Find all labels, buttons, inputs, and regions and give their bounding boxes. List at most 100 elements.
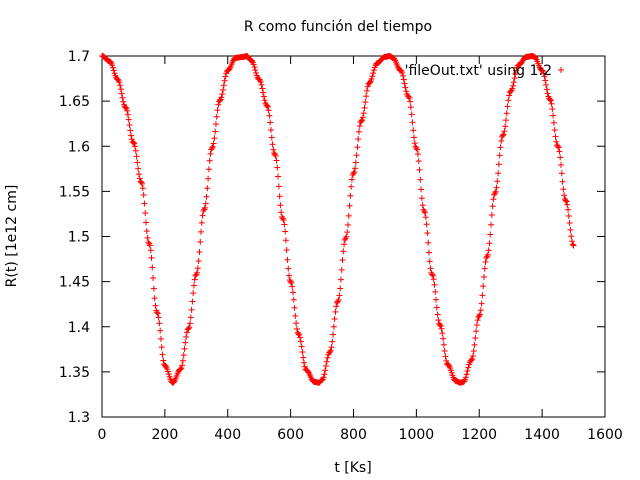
data-point <box>336 292 343 299</box>
data-point <box>157 327 164 334</box>
data-point <box>257 78 264 85</box>
data-point <box>220 82 227 89</box>
data-point <box>322 363 329 370</box>
data-point <box>433 296 440 303</box>
data-point <box>473 328 480 335</box>
data-point <box>321 371 328 378</box>
y-axis: 1.3 1.35 1.4 1.45 1.5 1.55 1.6 1.65 1.7 <box>59 49 605 426</box>
data-point <box>438 325 445 332</box>
data-point <box>370 67 377 74</box>
y-tick-label: 1.5 <box>68 230 90 246</box>
x-tick-label: 1400 <box>524 427 560 443</box>
data-point <box>552 133 559 140</box>
data-point <box>209 145 216 152</box>
data-point <box>181 345 188 352</box>
data-point <box>441 347 448 354</box>
data-point <box>187 320 194 327</box>
data-point <box>565 206 572 213</box>
data-point <box>422 214 429 221</box>
data-point <box>431 281 438 288</box>
data-point <box>154 309 161 316</box>
data-point <box>282 228 289 235</box>
data-point <box>409 119 416 126</box>
data-point <box>193 271 200 278</box>
data-point <box>142 210 149 217</box>
data-point <box>150 275 157 282</box>
data-point <box>497 144 504 151</box>
data-point <box>138 179 145 186</box>
data-point <box>342 235 349 242</box>
data-point <box>222 73 229 80</box>
data-point <box>330 323 337 330</box>
data-point <box>541 73 548 80</box>
data-point <box>258 81 265 88</box>
data-point <box>195 258 202 265</box>
data-point <box>328 344 335 351</box>
data-point <box>189 298 196 305</box>
data-point <box>135 165 142 172</box>
x-tick-label: 600 <box>277 427 304 443</box>
data-point <box>265 107 272 114</box>
data-point <box>271 150 278 157</box>
data-point <box>463 371 470 378</box>
data-point <box>192 272 199 279</box>
data-point <box>282 237 289 244</box>
data-point <box>468 357 475 364</box>
data-point <box>428 269 435 276</box>
data-point <box>472 335 479 342</box>
data-point <box>540 70 547 77</box>
data-point <box>346 202 353 209</box>
data-point <box>562 197 569 204</box>
data-point <box>218 94 225 101</box>
data-point <box>272 152 279 159</box>
data-point <box>420 206 427 213</box>
data-point <box>415 158 422 165</box>
data-point <box>322 367 329 374</box>
x-tick-label: 1200 <box>461 427 497 443</box>
data-point <box>352 159 359 166</box>
data-point <box>550 112 557 119</box>
data-point <box>206 157 213 164</box>
data-point <box>483 254 490 261</box>
data-point <box>350 170 357 177</box>
data-point <box>491 191 498 198</box>
data-point <box>553 138 560 145</box>
data-point <box>352 165 359 172</box>
data-point <box>179 362 186 369</box>
data-point <box>260 93 267 100</box>
data-point <box>197 238 204 245</box>
data-point <box>362 99 369 106</box>
data-point <box>110 64 117 71</box>
data-point <box>425 249 432 256</box>
data-point <box>344 229 351 236</box>
legend-marker-symbol <box>558 67 564 73</box>
data-point <box>219 91 226 98</box>
data-point <box>213 113 220 120</box>
data-point <box>159 351 166 358</box>
data-point <box>201 204 208 211</box>
data-point <box>557 161 564 168</box>
y-tick-label: 1.35 <box>59 365 90 381</box>
data-point <box>347 192 354 199</box>
data-point <box>125 116 132 123</box>
data-point <box>414 146 421 153</box>
data-point <box>491 190 498 197</box>
data-point <box>487 231 494 238</box>
data-point <box>368 75 375 82</box>
data-point <box>422 209 429 216</box>
data-point <box>469 356 476 363</box>
data-point <box>280 216 287 223</box>
data-point <box>144 234 151 241</box>
data-point <box>476 312 483 319</box>
data-point <box>200 208 207 215</box>
x-tick-label: 1600 <box>587 427 623 443</box>
data-point <box>413 145 420 152</box>
data-point <box>356 128 363 135</box>
data-point <box>464 367 471 374</box>
data-point <box>211 135 218 142</box>
data-point <box>470 348 477 355</box>
data-point <box>512 71 519 78</box>
data-point <box>198 219 205 226</box>
data-point <box>410 127 417 134</box>
data-point <box>353 152 360 159</box>
